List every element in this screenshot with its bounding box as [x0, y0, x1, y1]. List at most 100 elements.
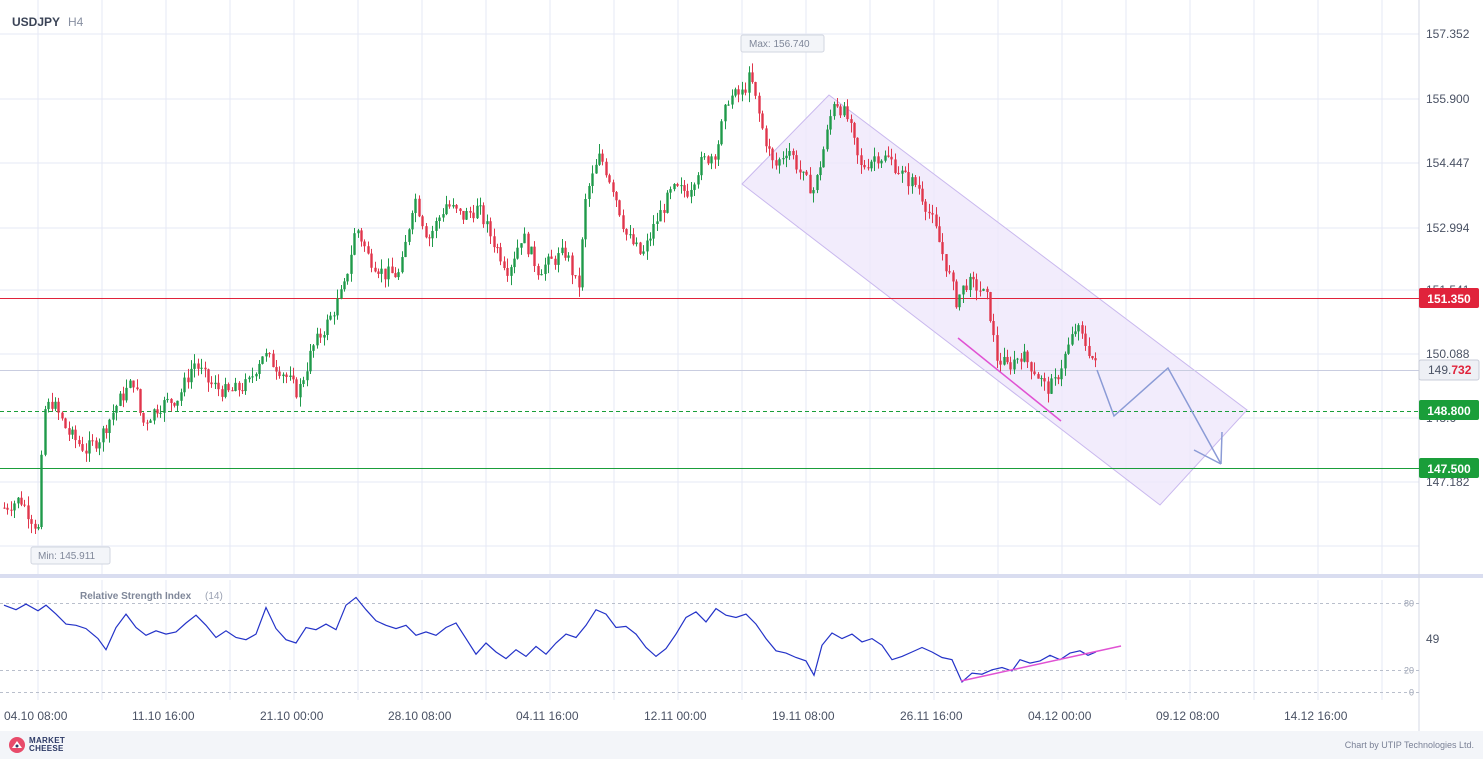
candle-body-261: [890, 156, 893, 160]
candle-body-76: [261, 356, 264, 364]
candle-body-156: [533, 246, 536, 267]
candle-body-69: [238, 382, 241, 391]
time-tick-4: 04.11 16:00: [516, 709, 579, 723]
candle-body-179: [612, 182, 615, 193]
candle-body-72: [248, 377, 251, 380]
candle-body-278: [948, 271, 951, 273]
current-price-frac: 732: [1451, 363, 1471, 377]
candle-body-204: [697, 175, 700, 185]
candle-body-42: [146, 422, 149, 424]
candle-body-287: [979, 290, 982, 292]
candle-body-256: [873, 156, 876, 162]
time-tick-3: 28.10 08:00: [388, 709, 452, 723]
current-price-int: 149.: [1428, 363, 1451, 377]
candle-body-247: [843, 106, 846, 116]
chart-annotations: [957, 337, 1223, 465]
max-label: Max: 156.740: [749, 39, 810, 50]
candle-body-272: [928, 211, 931, 214]
rsi-level-label-2: 0: [1409, 688, 1414, 698]
candle-body-74: [255, 373, 258, 377]
candle-body-243: [829, 116, 832, 130]
candle-body-133: [455, 204, 458, 209]
candle-body-273: [931, 213, 934, 215]
candle-body-145: [496, 247, 499, 249]
logo-line-1: MARKET: [29, 736, 66, 745]
candle-body-47: [163, 400, 166, 413]
candle-body-199: [680, 185, 683, 187]
candle-body-25: [88, 440, 91, 454]
candle-body-174: [595, 164, 598, 174]
timeframe-label: H4: [68, 15, 84, 29]
cheese-logo-icon: [9, 737, 25, 753]
candle-body-82: [282, 374, 285, 377]
candle-body-166: [567, 255, 570, 258]
candle-body-130: [445, 204, 448, 215]
candle-body-177: [605, 161, 608, 176]
candle-body-116: [397, 272, 400, 278]
candle-body-52: [180, 392, 183, 401]
candle-body-118: [404, 241, 407, 258]
candle-body-152: [520, 243, 523, 248]
candle-body-188: [642, 251, 645, 254]
footer-bar: [0, 731, 1483, 759]
candle-body-259: [884, 155, 887, 161]
candle-body-45: [156, 409, 159, 414]
candle-body-190: [649, 238, 652, 241]
rsi-panel: 80 20 0: [0, 596, 1419, 698]
candle-body-113: [387, 266, 390, 280]
candle-body-18: [64, 418, 67, 429]
candle-body-147: [503, 261, 506, 268]
candle-body-3: [13, 503, 16, 511]
candle-body-140: [479, 205, 482, 207]
candle-body-153: [523, 233, 526, 244]
candle-body-312: [1064, 353, 1067, 369]
candle-body-237: [809, 174, 812, 194]
candle-body-109: [374, 267, 377, 272]
candle-body-314: [1071, 334, 1074, 345]
candle-body-51: [176, 400, 179, 406]
time-tick-2: 21.10 00:00: [260, 709, 324, 723]
candle-body-218: [744, 89, 747, 93]
candle-body-159: [544, 264, 547, 275]
candle-body-31: [108, 419, 111, 434]
candle-body-271: [924, 201, 927, 212]
candle-body-291: [992, 321, 995, 336]
candle-body-107: [367, 246, 370, 254]
candle-body-310: [1057, 377, 1060, 380]
candle-body-231: [788, 150, 791, 156]
candle-body-290: [989, 292, 992, 322]
level-label-green-dashed: 148.800: [1427, 404, 1471, 418]
candle-body-16: [57, 401, 60, 413]
candle-body-162: [554, 258, 557, 265]
candle-body-64: [221, 389, 224, 397]
candle-body-186: [635, 242, 638, 245]
candle-body-26: [91, 440, 94, 442]
time-tick-6: 19.11 08:00: [772, 709, 835, 723]
candle-body-63: [217, 382, 220, 390]
candle-body-125: [428, 237, 431, 239]
price-support-trendline: [957, 337, 1062, 422]
candle-body-132: [452, 204, 455, 207]
candle-body-8: [30, 519, 33, 524]
candle-body-128: [438, 217, 441, 222]
candle-body-288: [982, 288, 985, 291]
rsi-level-label-0: 80: [1404, 599, 1414, 609]
chart-grid: [0, 0, 1483, 731]
level-badge-147-500: 147.500: [1419, 458, 1479, 478]
candle-body-187: [639, 242, 642, 254]
candle-body-60: [207, 369, 210, 383]
candle-body-137: [469, 211, 472, 213]
candle-body-54: [187, 377, 190, 383]
candle-body-59: [204, 367, 207, 370]
candle-body-255: [870, 161, 873, 169]
candle-body-286: [975, 279, 978, 291]
time-tick-10: 14.12 16:00: [1284, 709, 1348, 723]
channel-fill: [741, 94, 1248, 506]
candle-body-100: [343, 281, 346, 290]
price-tick-2: 154.447: [1426, 156, 1470, 170]
candle-body-150: [513, 258, 516, 268]
projection-path: [1096, 366, 1222, 465]
candle-body-70: [241, 390, 244, 392]
candle-body-239: [816, 175, 819, 191]
